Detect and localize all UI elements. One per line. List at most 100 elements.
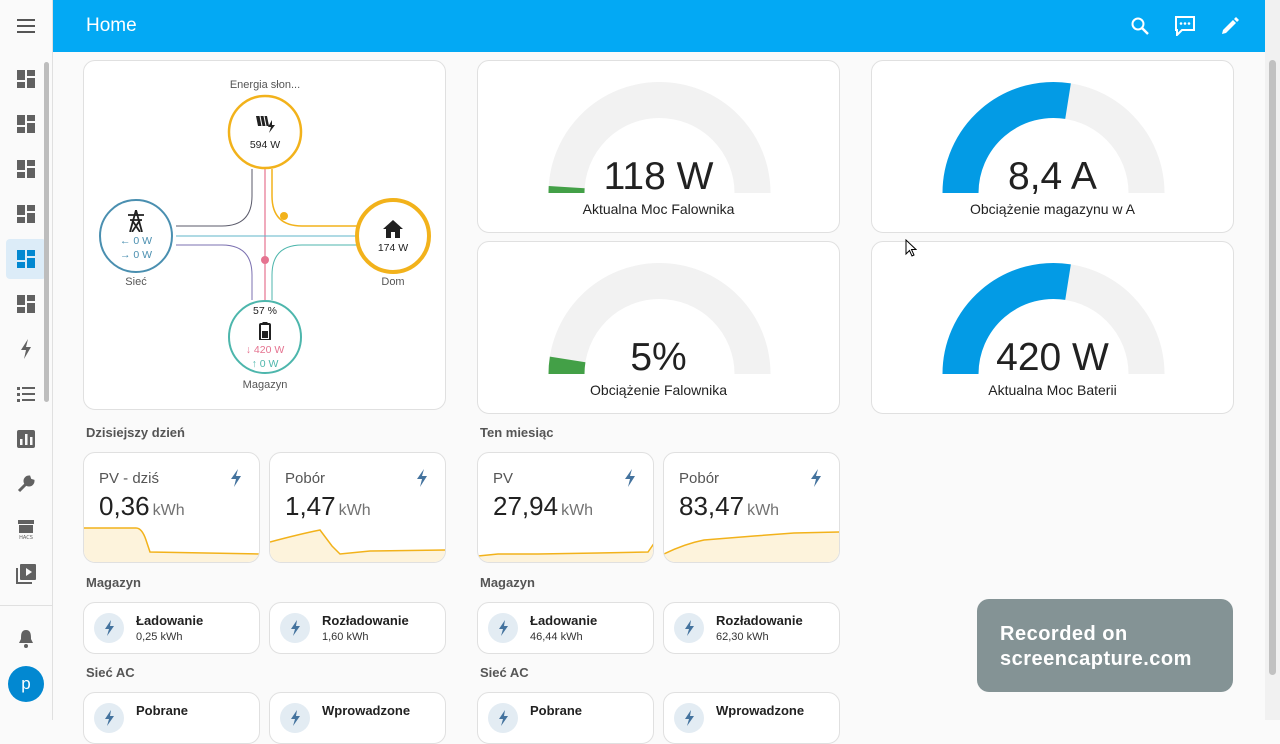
sparkline	[478, 522, 654, 562]
lightning-icon	[488, 703, 518, 733]
entity-name: Rozładowanie	[716, 613, 803, 628]
sparkline	[84, 522, 260, 562]
entity-name: Pobrane	[530, 703, 582, 718]
hacs-icon[interactable]: HACS	[6, 509, 46, 549]
assist-icon[interactable]	[1171, 12, 1199, 40]
lightning-icon	[810, 469, 822, 492]
gauge-card[interactable]: 118 W Aktualna Moc Falownika	[477, 60, 840, 233]
battery-icon	[259, 322, 271, 345]
dashboard-icon[interactable]	[6, 149, 46, 189]
entity-card-exported[interactable]: Wprowadzone	[269, 692, 446, 744]
avatar[interactable]: p	[8, 666, 44, 702]
gauge-card[interactable]: 420 W Aktualna Moc Baterii	[871, 241, 1234, 414]
entity-card-imported[interactable]: Pobrane	[477, 692, 654, 744]
gauge-value: 5%	[478, 336, 839, 380]
dashboard-icon[interactable]	[6, 104, 46, 144]
dashboard-icon-active[interactable]	[6, 239, 46, 279]
menu-icon[interactable]	[6, 6, 46, 46]
gauge-value: 8,4 A	[872, 155, 1233, 199]
stat-value: 83,47	[679, 491, 744, 521]
entity-state: 62,30 kWh	[716, 631, 769, 643]
gauge-name: Aktualna Moc Baterii	[872, 382, 1233, 398]
battery-label: Magazyn	[225, 379, 305, 391]
entity-card-discharging[interactable]: Rozładowanie 62,30 kWh	[663, 602, 840, 654]
battery-in-arrow: ↑	[252, 358, 260, 370]
grid-out-value: 0 W	[133, 249, 152, 261]
lightning-icon	[488, 613, 518, 643]
energy-flow-card: Energia słon... 594 W ← 0 W → 0 W Sieć 1…	[83, 60, 446, 410]
battery-percent: 57 %	[235, 305, 295, 317]
gauge-name: Obciążenie Falownika	[478, 382, 839, 398]
wrench-icon[interactable]	[6, 464, 46, 504]
home-value: 174 W	[363, 242, 423, 254]
section-title-ac-grid: Sieć AC	[480, 665, 529, 680]
section-title-storage: Magazyn	[480, 575, 535, 590]
section-title-storage: Magazyn	[86, 575, 141, 590]
entity-card-charging[interactable]: Ładowanie 0,25 kWh	[83, 602, 260, 654]
page-title: Home	[86, 15, 137, 37]
entity-state: 46,44 kWh	[530, 631, 583, 643]
dashboard-icon[interactable]	[6, 59, 46, 99]
stat-value: 27,94	[493, 491, 558, 521]
stat-value: 1,47	[285, 491, 336, 521]
lightning-icon	[624, 469, 636, 492]
sidebar: HACS p	[0, 0, 53, 720]
stat-unit: kWh	[339, 502, 371, 519]
battery-out-arrow: ↓	[246, 344, 254, 356]
entity-state: 0,25 kWh	[136, 631, 182, 643]
sparkline	[270, 522, 446, 562]
watermark-line-2: screencapture.com	[1000, 647, 1233, 672]
entity-name: Rozładowanie	[322, 613, 409, 628]
section-title-month: Ten miesiąc	[480, 425, 553, 440]
gauge-value: 118 W	[478, 155, 839, 199]
lightning-icon	[230, 469, 242, 492]
entity-name: Ładowanie	[530, 613, 597, 628]
entity-name: Ładowanie	[136, 613, 203, 628]
bell-icon[interactable]	[6, 619, 46, 659]
page-scrollbar[interactable]	[1265, 0, 1280, 720]
gauge-name: Obciążenie magazynu w A	[872, 201, 1233, 217]
pencil-icon[interactable]	[1216, 12, 1244, 40]
top-bar: Home	[53, 0, 1265, 52]
gauge-card[interactable]: 5% Obciążenie Falownika	[477, 241, 840, 414]
section-title-today: Dzisiejszy dzień	[86, 425, 185, 440]
entity-name: Pobrane	[136, 703, 188, 718]
solar-value: 594 W	[235, 139, 295, 151]
gauge-value: 420 W	[872, 336, 1233, 380]
search-icon[interactable]	[1126, 12, 1154, 40]
entity-name: Wprowadzone	[716, 703, 804, 718]
entity-card-imported[interactable]: Pobrane	[83, 692, 260, 744]
stat-unit: kWh	[153, 502, 185, 519]
lightning-icon	[94, 703, 124, 733]
stat-label: Pobór	[679, 470, 719, 487]
home-icon	[383, 220, 403, 243]
stat-label: PV - dziś	[99, 470, 159, 487]
entity-name: Wprowadzone	[322, 703, 410, 718]
chart-icon[interactable]	[6, 419, 46, 459]
entity-card-charging[interactable]: Ładowanie 46,44 kWh	[477, 602, 654, 654]
svg-text:HACS: HACS	[19, 535, 33, 540]
entity-card-discharging[interactable]: Rozładowanie 1,60 kWh	[269, 602, 446, 654]
lightning-icon	[416, 469, 428, 492]
grid-in-value: 0 W	[133, 235, 152, 247]
dashboard-icon[interactable]	[6, 284, 46, 324]
page-scrollbar-thumb[interactable]	[1269, 60, 1276, 675]
grid-label: Sieć	[106, 276, 166, 288]
entity-card-exported[interactable]: Wprowadzone	[663, 692, 840, 744]
grid-in-arrow: ←	[120, 235, 133, 247]
grid-out-arrow: →	[120, 249, 133, 261]
sidebar-scrollbar[interactable]	[44, 62, 49, 402]
mouse-cursor	[905, 239, 917, 262]
home-label: Dom	[363, 276, 423, 288]
list-icon[interactable]	[6, 374, 46, 414]
section-title-ac-grid: Sieć AC	[86, 665, 135, 680]
gauge-card[interactable]: 8,4 A Obciążenie magazynu w A	[871, 60, 1234, 233]
stat-label: PV	[493, 470, 513, 487]
media-icon[interactable]	[6, 554, 46, 594]
dashboard-icon[interactable]	[6, 194, 46, 234]
lightning-icon[interactable]	[6, 329, 46, 369]
